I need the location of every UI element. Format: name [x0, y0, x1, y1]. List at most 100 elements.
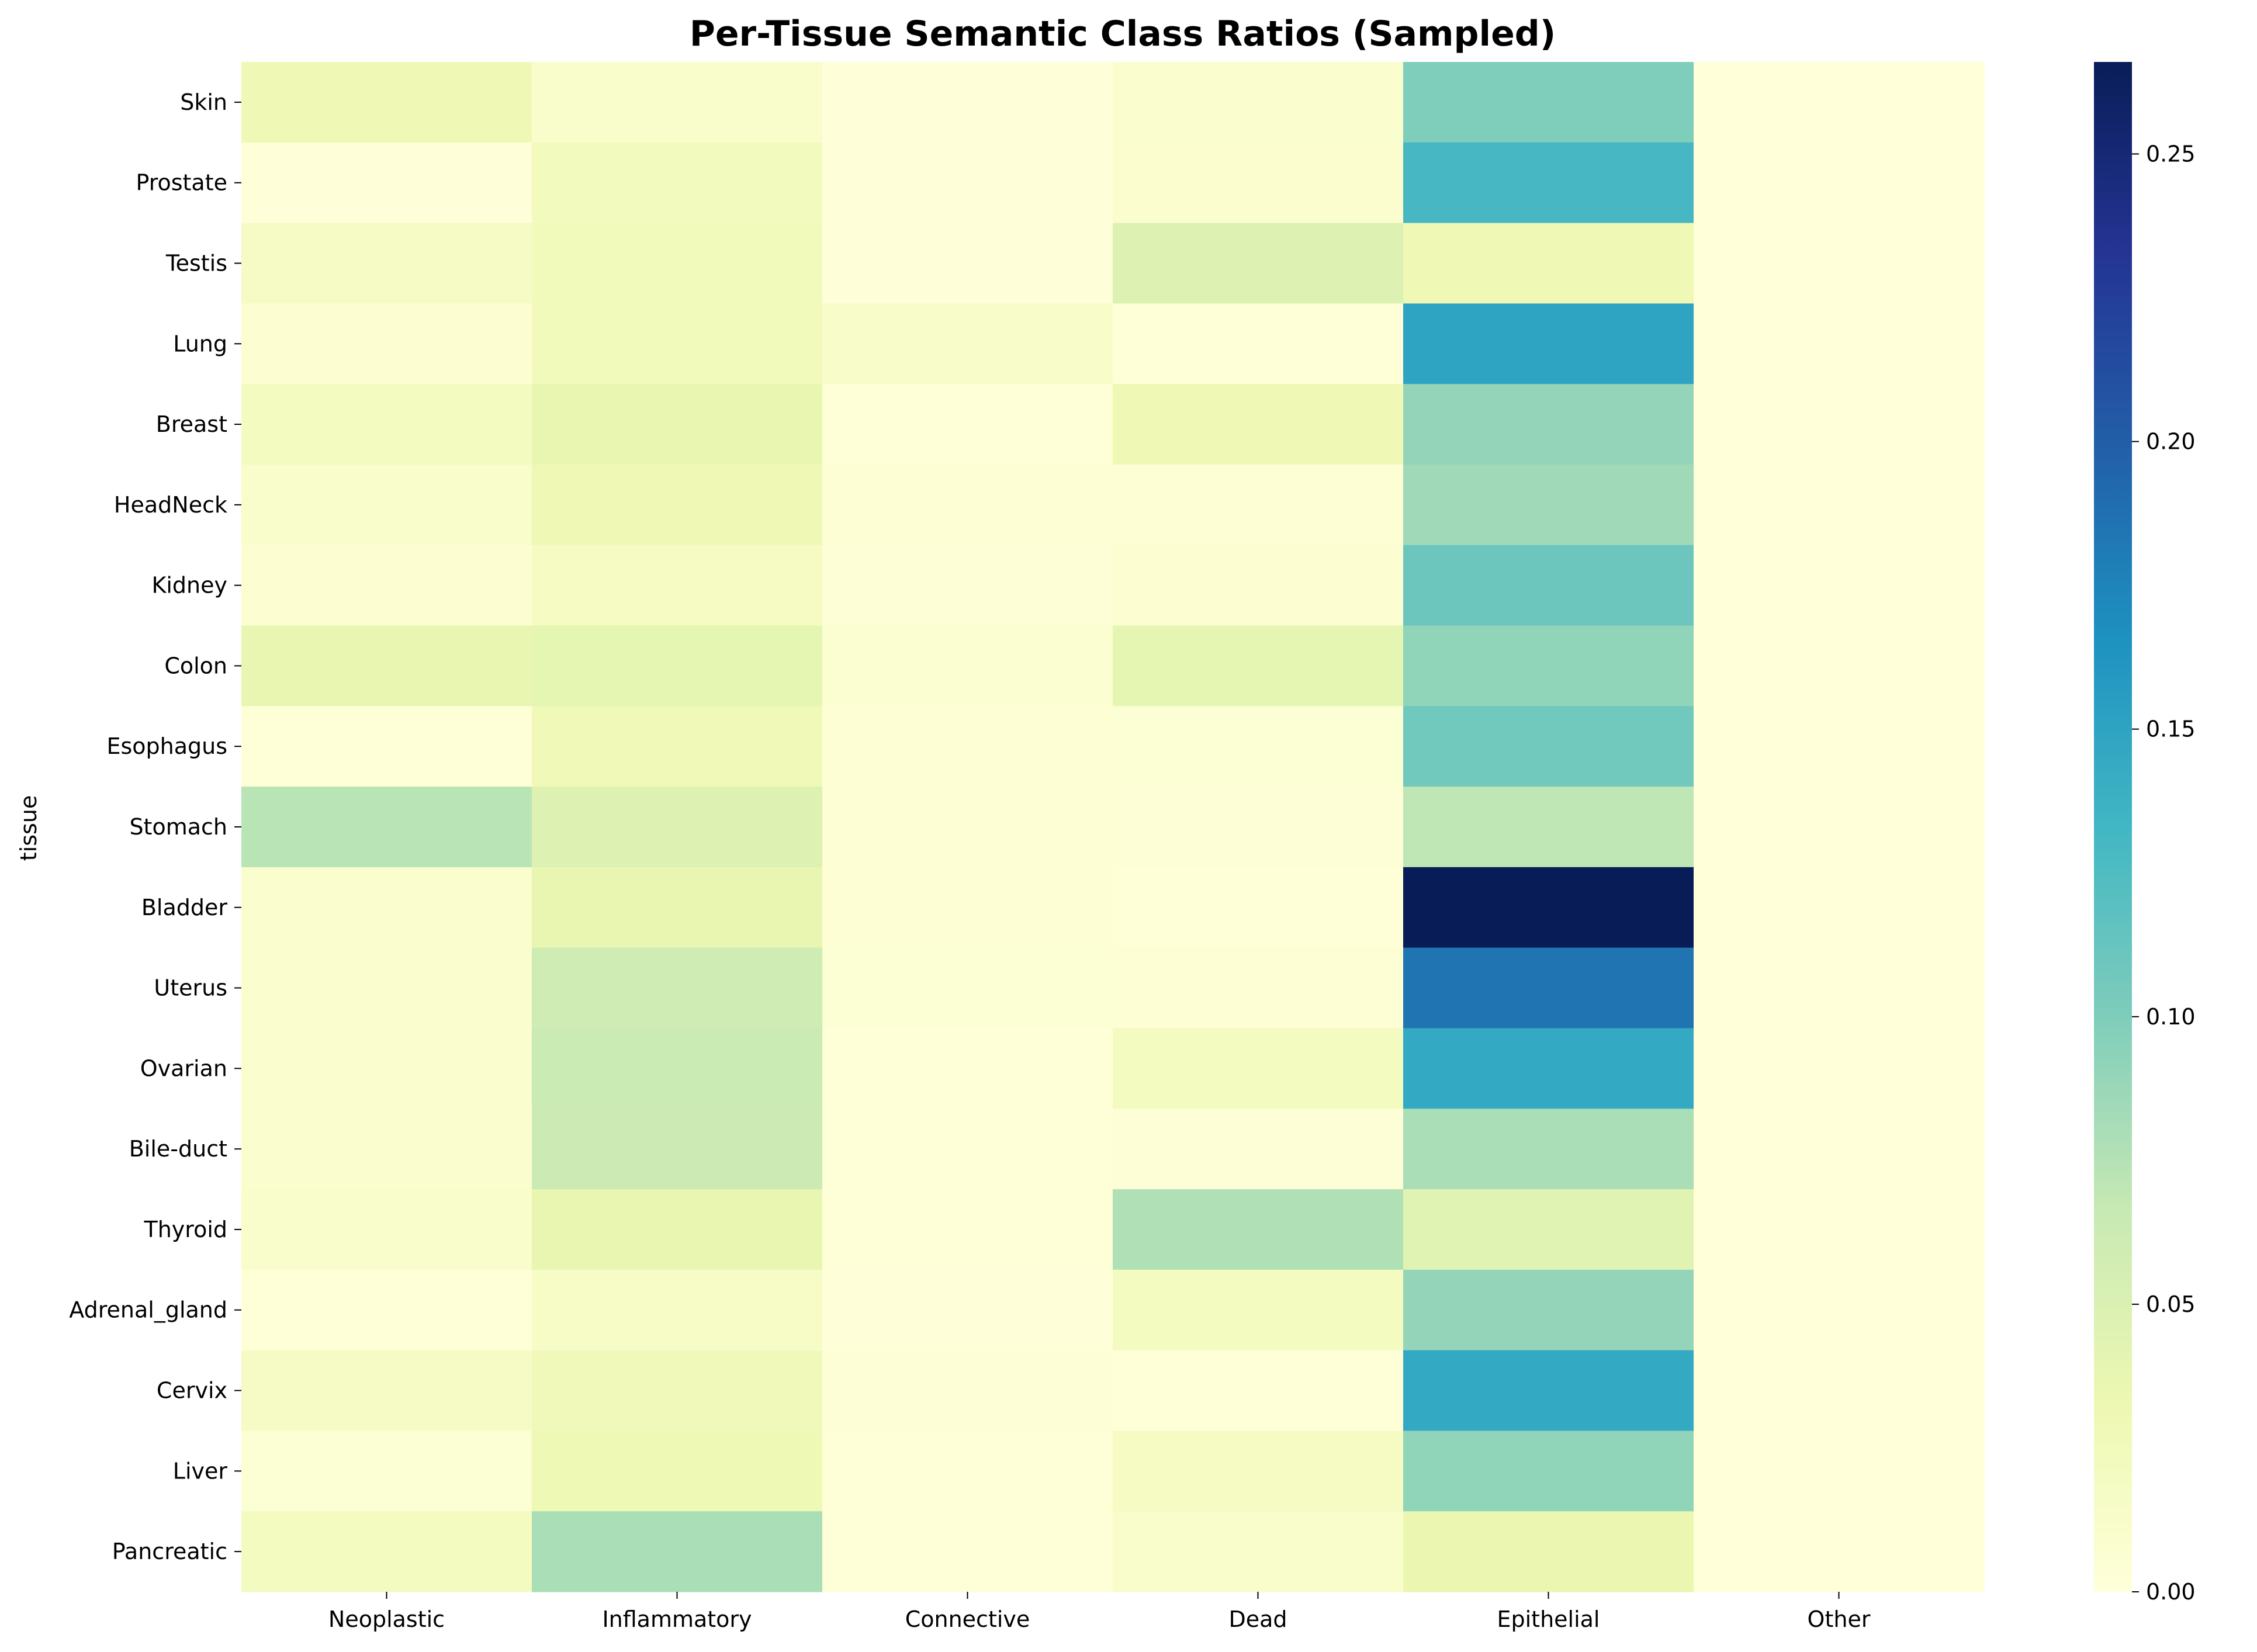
heatmap-cell-adrenal-gland-inflammatory [532, 1269, 823, 1351]
heatmap-cell-colon-inflammatory [532, 625, 823, 706]
heatmap-cell-esophagus-neoplastic [241, 706, 532, 787]
row-label-prostate: Prostate [136, 170, 227, 196]
column-label-other: Other [1808, 1606, 1871, 1632]
row-label-liver: Liver [173, 1458, 228, 1484]
heatmap-cell-thyroid-neoplastic [241, 1189, 532, 1270]
heatmap-cell-breast-dead [1113, 384, 1404, 465]
heatmap-cell-breast-other [1694, 384, 1985, 465]
heatmap-cell-kidney-connective [822, 545, 1113, 626]
heatmap-cell-uterus-inflammatory [532, 947, 823, 1029]
heatmap-cell-adrenal-gland-other [1694, 1269, 1985, 1351]
heatmap-cell-prostate-connective [822, 142, 1113, 224]
row-label-kidney: Kidney [151, 573, 227, 598]
heatmap-cell-pancreatic-inflammatory [532, 1511, 823, 1592]
heatmap-cell-esophagus-epithelial [1403, 706, 1694, 787]
heatmap-cell-prostate-other [1694, 142, 1985, 224]
heatmap-cell-ovarian-inflammatory [532, 1028, 823, 1109]
heatmap-cell-thyroid-inflammatory [532, 1189, 823, 1270]
row-label-adrenal-gland: Adrenal_gland [69, 1297, 227, 1323]
column-label-dead: Dead [1228, 1606, 1287, 1632]
heatmap-cell-cervix-inflammatory [532, 1350, 823, 1432]
heatmap-cell-skin-neoplastic [241, 62, 532, 143]
heatmap-cell-testis-connective [822, 223, 1113, 304]
heatmap-cell-cervix-epithelial [1403, 1350, 1694, 1432]
heatmap-cell-adrenal-gland-dead [1113, 1269, 1404, 1351]
heatmap-cell-testis-dead [1113, 223, 1404, 304]
heatmap-cell-kidney-other [1694, 545, 1985, 626]
heatmap-cell-lung-dead [1113, 303, 1404, 385]
heatmap-cell-breast-neoplastic [241, 384, 532, 465]
heatmap-cell-stomach-other [1694, 787, 1985, 868]
colorbar: 0.00 0.05 0.10 0.15 0.20 0.25 [2094, 62, 2196, 1605]
heatmap-cell-colon-dead [1113, 625, 1404, 706]
heatmap-cell-bladder-inflammatory [532, 867, 823, 948]
heatmap-cell-bile-duct-epithelial [1403, 1109, 1694, 1190]
heatmap-cell-testis-neoplastic [241, 223, 532, 304]
heatmap-cell-skin-connective [822, 62, 1113, 143]
colorbar-tick-label: 0.00 [2146, 1579, 2196, 1605]
heatmap-cell-prostate-neoplastic [241, 142, 532, 224]
heatmap-cell-headneck-connective [822, 464, 1113, 546]
heatmap-cell-esophagus-inflammatory [532, 706, 823, 787]
heatmap-cell-ovarian-connective [822, 1028, 1113, 1109]
row-label-thyroid: Thyroid [144, 1217, 228, 1242]
row-label-colon: Colon [164, 653, 227, 678]
heatmap-cell-prostate-epithelial [1403, 142, 1694, 224]
heatmap-cell-prostate-inflammatory [532, 142, 823, 224]
row-label-cervix: Cervix [157, 1378, 227, 1404]
colorbar-tick-label: 0.15 [2146, 716, 2196, 742]
heatmap-cell-lung-other [1694, 303, 1985, 385]
colorbar-gradient [2094, 62, 2132, 1592]
heatmap-cell-uterus-neoplastic [241, 947, 532, 1029]
column-label-connective: Connective [905, 1606, 1030, 1632]
heatmap-cell-breast-epithelial [1403, 384, 1694, 465]
heatmap-cell-cervix-other [1694, 1350, 1985, 1432]
heatmap-cell-liver-other [1694, 1431, 1985, 1512]
heatmap-cell-testis-other [1694, 223, 1985, 304]
heatmap-cell-bile-duct-dead [1113, 1109, 1404, 1190]
heatmap-cell-liver-neoplastic [241, 1431, 532, 1512]
chart-title: Per-Tissue Semantic Class Ratios (Sample… [690, 13, 1556, 54]
heatmap-cell-esophagus-connective [822, 706, 1113, 787]
heatmap-cell-ovarian-dead [1113, 1028, 1404, 1109]
heatmap-cell-headneck-epithelial [1403, 464, 1694, 546]
heatmap-cell-ovarian-other [1694, 1028, 1985, 1109]
heatmap-cell-uterus-other [1694, 947, 1985, 1029]
heatmap-cell-prostate-dead [1113, 142, 1404, 224]
row-label-headneck: HeadNeck [114, 492, 227, 518]
heatmap-cell-stomach-epithelial [1403, 787, 1694, 868]
heatmap-cell-ovarian-neoplastic [241, 1028, 532, 1109]
heatmap-cell-uterus-epithelial [1403, 947, 1694, 1029]
heatmap-cell-breast-connective [822, 384, 1113, 465]
column-label-epithelial: Epithelial [1497, 1606, 1600, 1632]
row-label-skin: Skin [180, 89, 227, 115]
heatmap-cell-headneck-other [1694, 464, 1985, 546]
heatmap-cell-kidney-neoplastic [241, 545, 532, 626]
column-label-inflammatory: Inflammatory [602, 1606, 752, 1632]
heatmap-cells [241, 62, 1985, 1592]
heatmap-cell-thyroid-other [1694, 1189, 1985, 1270]
heatmap-cell-adrenal-gland-epithelial [1403, 1269, 1694, 1351]
heatmap-cell-kidney-epithelial [1403, 545, 1694, 626]
heatmap-cell-breast-inflammatory [532, 384, 823, 465]
row-label-lung: Lung [173, 331, 227, 356]
column-label-neoplastic: Neoplastic [328, 1606, 445, 1632]
heatmap-cell-lung-connective [822, 303, 1113, 385]
row-label-breast: Breast [156, 411, 227, 437]
heatmap-cell-cervix-neoplastic [241, 1350, 532, 1432]
heatmap-cell-thyroid-connective [822, 1189, 1113, 1270]
y-axis-label: tissue [16, 795, 41, 861]
heatmap-cell-ovarian-epithelial [1403, 1028, 1694, 1109]
heatmap-cell-bladder-other [1694, 867, 1985, 948]
heatmap-cell-lung-neoplastic [241, 303, 532, 385]
heatmap-cell-bile-duct-connective [822, 1109, 1113, 1190]
heatmap-cell-bladder-neoplastic [241, 867, 532, 948]
heatmap-cell-skin-other [1694, 62, 1985, 143]
heatmap-cell-uterus-connective [822, 947, 1113, 1029]
colorbar-tick-label: 0.20 [2146, 429, 2196, 455]
heatmap-cell-colon-neoplastic [241, 625, 532, 706]
heatmap-cell-bladder-connective [822, 867, 1113, 948]
heatmap-cell-stomach-inflammatory [532, 787, 823, 868]
heatmap-cell-lung-inflammatory [532, 303, 823, 385]
heatmap-cell-pancreatic-epithelial [1403, 1511, 1694, 1592]
